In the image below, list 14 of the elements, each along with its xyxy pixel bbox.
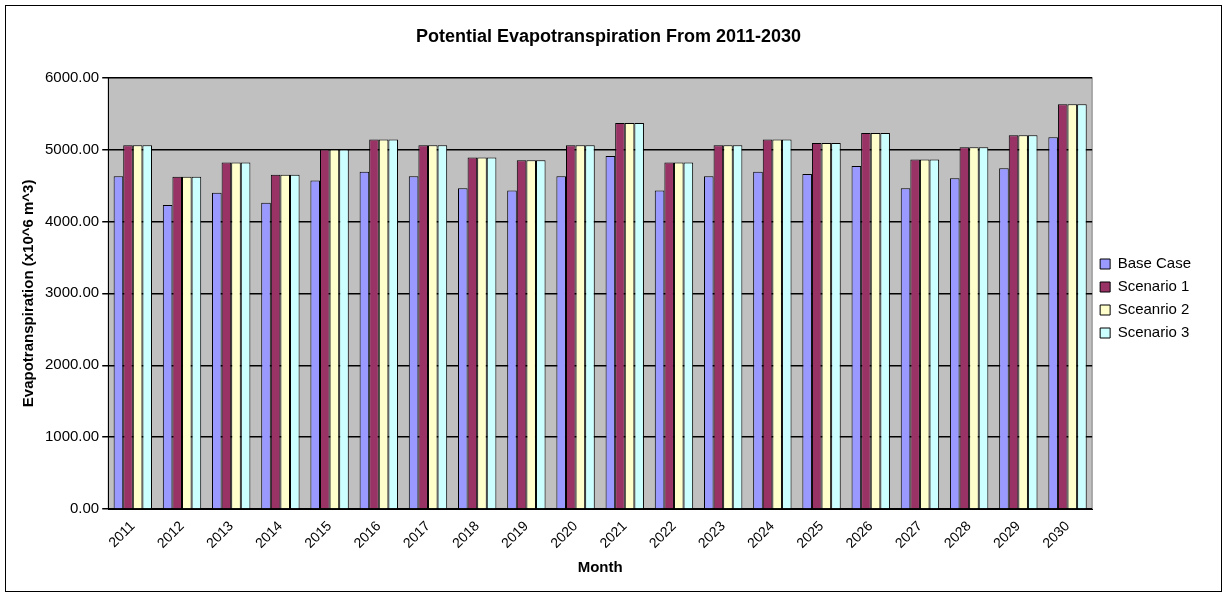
y-tick-label: 6000.00 xyxy=(44,67,100,85)
y-axis-title: Evapotranspiration (x10^6 m^3) xyxy=(19,179,37,408)
x-axis-title: Month xyxy=(577,558,623,576)
y-tick-label: 0.00 xyxy=(70,499,100,517)
chart-title: Potential Evapotranspiration From 2011-2030 xyxy=(415,25,802,46)
legend-label: Scenario 1 xyxy=(1117,277,1190,295)
y-tick-label: 1000.00 xyxy=(44,427,100,445)
y-tick-label: 2000.00 xyxy=(44,355,100,373)
y-tick-label: 5000.00 xyxy=(44,139,100,157)
legend-label: Base Case xyxy=(1117,254,1191,272)
legend-label: Sceanrio 2 xyxy=(1117,300,1190,318)
legend-label: Scenario 3 xyxy=(1117,323,1190,341)
y-tick-label: 4000.00 xyxy=(44,211,100,229)
y-tick-label: 3000.00 xyxy=(44,283,100,301)
